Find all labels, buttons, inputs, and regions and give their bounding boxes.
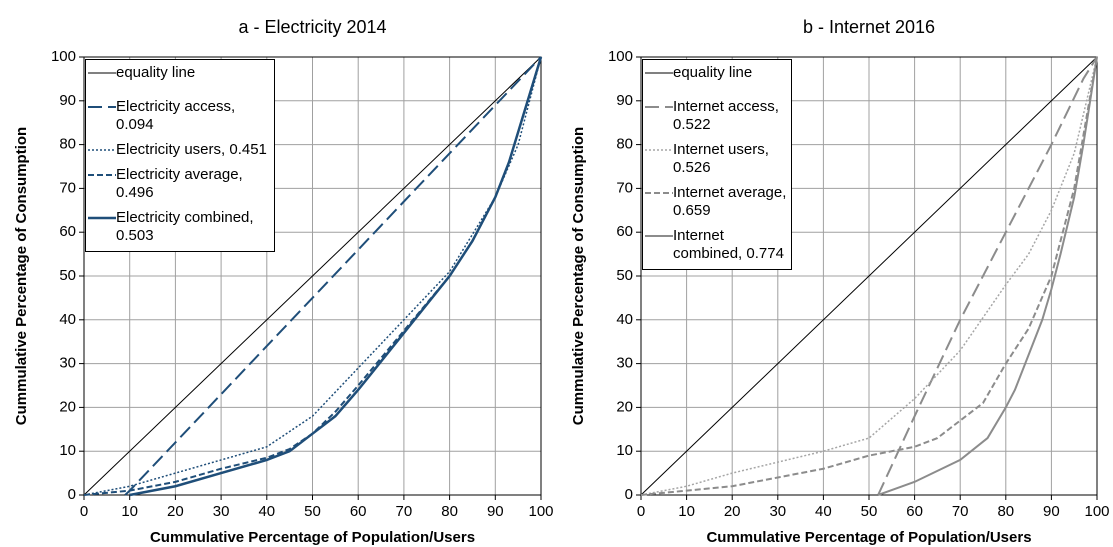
y-tick-label: 50 [616, 267, 633, 284]
legend-label: Internet access, 0.522 [673, 98, 779, 133]
x-tick-label: 90 [487, 503, 504, 520]
legend-swatch [645, 192, 673, 194]
x-tick-label: 0 [637, 503, 645, 520]
legend-swatch [645, 106, 673, 108]
y-axis-label: Cummulative Percentage of Consumption [570, 127, 587, 425]
y-tick-label: 40 [59, 311, 76, 328]
x-tick-label: 70 [396, 503, 413, 520]
legend-item: Internet average, 0.659 [645, 184, 787, 220]
legend-label: equality line [673, 64, 753, 81]
series-line [640, 56, 1098, 496]
y-tick-label: 70 [59, 179, 76, 196]
legend-swatch [88, 174, 116, 176]
legend-swatch [88, 72, 116, 74]
y-tick-label: 80 [59, 136, 76, 153]
legend-swatch [645, 149, 673, 151]
legend-label: Internet average, 0.659 [673, 184, 787, 219]
legend-swatch [88, 106, 116, 108]
legend-label: Internet users, 0.526 [673, 141, 769, 176]
x-tick-label: 40 [815, 503, 832, 520]
x-tick-label: 70 [952, 503, 969, 520]
chart-title: b - Internet 2016 [803, 17, 935, 37]
x-tick-label: 90 [1043, 503, 1060, 520]
legend-item: Internet users, 0.526 [645, 141, 787, 177]
x-tick-label: 60 [350, 503, 367, 520]
legend: equality line Internet access, 0.522 Inter… [642, 59, 792, 270]
x-tick-label: 30 [213, 503, 230, 520]
legend-label: Electricity combined, 0.503 [116, 209, 254, 244]
y-tick-label: 40 [616, 311, 633, 328]
legend-swatch [88, 149, 116, 151]
y-tick-label: 90 [59, 92, 76, 109]
y-tick-label: 100 [51, 48, 76, 65]
legend-item: Electricity combined, 0.503 [88, 209, 270, 245]
y-axis-label: Cummulative Percentage of Consumption [13, 127, 30, 425]
y-tick-label: 10 [616, 442, 633, 459]
legend-label: Internet combined, 0.774 [673, 227, 784, 262]
legend-item: Electricity access, 0.094 [88, 98, 270, 134]
series-line [877, 56, 1098, 496]
series-line [129, 56, 543, 497]
x-tick-label: 100 [528, 503, 553, 520]
legend-item: equality line [645, 64, 787, 82]
plot-border [640, 56, 1098, 496]
y-tick-label: 30 [616, 355, 633, 372]
series-line [640, 56, 1098, 496]
y-tick-label: 30 [59, 355, 76, 372]
series-line [640, 56, 1098, 496]
y-tick-label: 20 [59, 398, 76, 415]
legend-swatch [88, 216, 116, 220]
x-tick-label: 10 [121, 503, 138, 520]
y-tick-label: 20 [616, 398, 633, 415]
legend-label: Electricity users, 0.451 [116, 141, 267, 158]
series-line [877, 56, 1098, 496]
x-tick-label: 20 [167, 503, 184, 520]
plot-border [83, 56, 542, 496]
x-tick-label: 0 [80, 503, 88, 520]
y-tick-label: 90 [616, 92, 633, 109]
legend-label: Electricity average, 0.496 [116, 166, 243, 201]
legend-label: equality line [116, 64, 196, 81]
legend-swatch [645, 235, 673, 237]
x-tick-label: 100 [1084, 503, 1109, 520]
x-tick-label: 40 [258, 503, 275, 520]
x-axis-label: Cummulative Percentage of Population/Use… [150, 529, 475, 546]
series-line [83, 56, 542, 496]
legend-item: equality line [88, 64, 270, 82]
legend-label: Electricity access, 0.094 [116, 98, 236, 133]
legend-swatch [645, 72, 673, 74]
x-tick-label: 80 [441, 503, 458, 520]
legend: equality line Electricity access, 0.094 El… [85, 59, 275, 252]
x-tick-label: 60 [906, 503, 923, 520]
legend-item: Electricity users, 0.451 [88, 141, 270, 159]
x-tick-label: 20 [724, 503, 741, 520]
x-tick-label: 30 [769, 503, 786, 520]
x-axis-label: Cummulative Percentage of Population/Use… [706, 529, 1031, 546]
y-tick-label: 10 [59, 442, 76, 459]
y-tick-label: 100 [608, 48, 633, 65]
x-tick-label: 80 [997, 503, 1014, 520]
y-tick-label: 0 [68, 486, 76, 503]
legend-item: Internet combined, 0.774 [645, 227, 787, 263]
x-tick-label: 50 [304, 503, 321, 520]
y-tick-label: 50 [59, 267, 76, 284]
y-tick-label: 60 [59, 223, 76, 240]
legend-item: Internet access, 0.522 [645, 98, 787, 134]
legend-item: Electricity average, 0.496 [88, 166, 270, 202]
x-tick-label: 10 [678, 503, 695, 520]
x-tick-label: 50 [861, 503, 878, 520]
y-tick-label: 80 [616, 136, 633, 153]
y-tick-label: 60 [616, 223, 633, 240]
chart-title: a - Electricity 2014 [238, 17, 386, 37]
y-tick-label: 0 [625, 486, 633, 503]
y-tick-label: 70 [616, 179, 633, 196]
